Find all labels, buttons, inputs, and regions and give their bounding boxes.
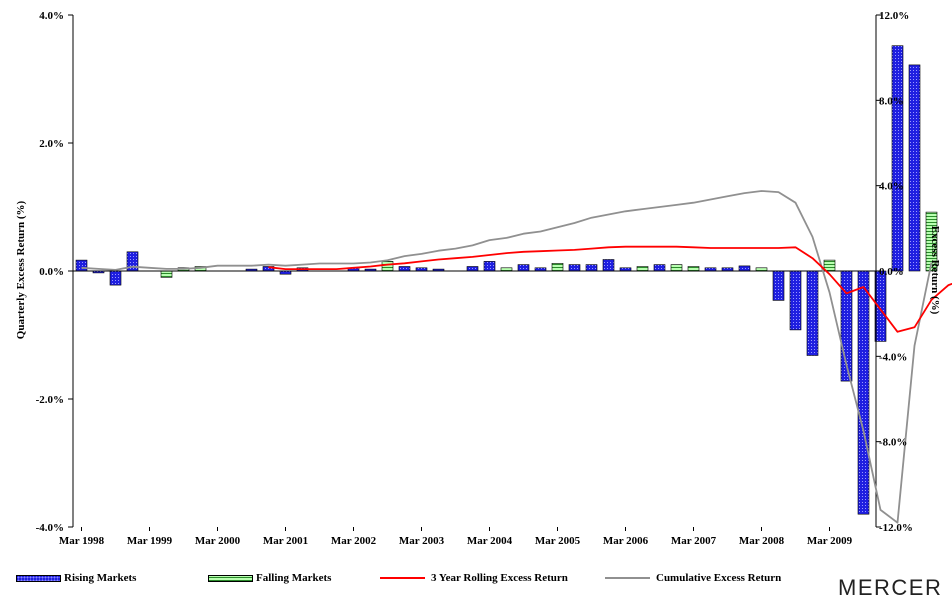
legend-swatch-cumulative [605,577,650,579]
excess-return-chart: 4.0% 2.0% 0.0% -2.0% -4.0% 12.0% 8.0% 4.0% 0.0% -… [15,10,952,547]
legend-label-rolling: 3 Year Rolling Excess Return [431,572,568,584]
tick-labels: 4.0% 2.0% 0.0% -2.0% -4.0% 12.0% 8.0% 4.0% 0.0% -… [36,10,913,547]
rising-bar-39 [738,265,751,272]
falling-bar-28 [551,262,564,272]
right-tick-label: -8.0% [879,437,907,449]
legend-item-cumulative: Cumulative Excess Return [605,572,781,584]
left-axis-title: Quarterly Excess Return (%) [15,200,27,339]
right-tick-label: 4.0% [879,181,904,193]
right-tick-label: 12.0% [879,10,909,22]
rising-bar-0 [75,259,88,272]
mercer-logo: MERCER [838,575,943,600]
legend-item-rising-markets: Rising Markets [16,572,136,584]
axes [72,15,877,527]
legend-swatch-rolling [380,577,425,579]
rising-bar-23 [466,266,479,272]
right-tick-label: -4.0% [879,351,907,363]
falling-bar-5 [160,270,173,278]
x-tick-label: Mar 2003 [399,535,445,547]
left-tick-label: -2.0% [36,394,64,406]
legend: Rising Markets Falling Markets 3 Year Ro… [0,572,952,590]
rising-bar-48 [891,45,904,272]
x-tick-label: Mar 2006 [603,535,649,547]
legend-label-cumulative: Cumulative Excess Return [656,572,782,584]
legend-swatch-rising [16,574,61,582]
x-tick-label: Mar 1998 [59,535,105,547]
rising-bar-42 [789,270,802,331]
rising-bar-24 [483,261,496,272]
x-tick-label: Mar 2007 [671,535,717,547]
rolling-return-line [268,245,952,333]
legend-swatch-falling [208,574,253,582]
right-axis-title: Excess Return (%) [929,226,941,315]
rising-bar-29 [568,264,581,272]
rising-bar-34 [653,264,666,272]
rising-bar-19 [398,266,411,272]
rising-bar-41 [772,270,785,301]
left-tick-label: 0.0% [39,266,64,278]
right-tick-label: -12.0% [879,522,913,534]
x-tick-label: Mar 2005 [535,535,581,547]
falling-bar-18 [381,261,394,272]
series-lines [81,190,952,524]
falling-bar-33 [636,266,649,272]
legend-label-rising: Rising Markets [64,572,137,584]
falling-bar-36 [687,266,700,272]
rising-bar-26 [517,264,530,272]
x-tick-label: Mar 2004 [467,535,513,547]
rising-bar-46 [857,270,870,515]
legend-item-rolling: 3 Year Rolling Excess Return [380,572,568,584]
falling-bar-50 [925,211,938,272]
x-tick-label: Mar 2001 [263,535,308,547]
falling-bar-35 [670,264,683,272]
rising-bar-30 [585,264,598,272]
x-tick-label: Mar 2002 [331,535,377,547]
left-tick-label: 4.0% [39,10,64,22]
rising-bar-49 [908,64,921,272]
legend-item-falling-markets: Falling Markets [208,572,331,584]
falling-markets-bars [160,211,938,278]
right-tick-label: 8.0% [879,95,904,107]
x-tick-label: Mar 2008 [739,535,785,547]
rising-markets-bars [75,45,921,515]
left-tick-label: -4.0% [36,522,64,534]
x-tick-label: Mar 1999 [127,535,173,547]
x-tick-label: Mar 2000 [195,535,241,547]
rising-bar-31 [602,259,615,272]
rising-bar-47 [874,270,887,342]
right-tick-label: 0.0% [879,266,904,278]
rising-bar-2 [109,270,122,286]
x-tick-label: Mar 2009 [807,535,853,547]
cumulative-return-line [81,190,933,524]
rising-bar-43 [806,270,819,356]
legend-label-falling: Falling Markets [256,572,332,584]
left-tick-label: 2.0% [39,138,64,150]
